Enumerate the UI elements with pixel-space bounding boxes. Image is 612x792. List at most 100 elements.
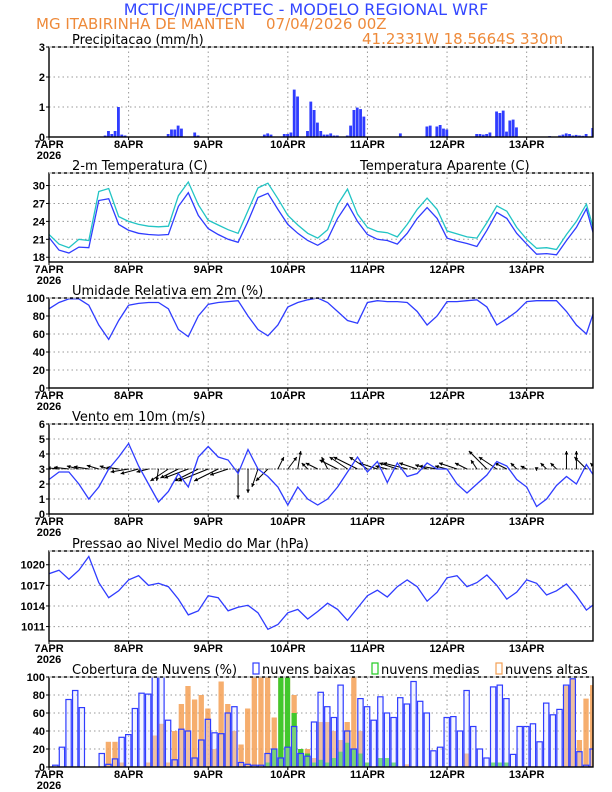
precip-bar — [425, 126, 429, 137]
precip-bar — [282, 134, 286, 137]
high-cloud-bar — [112, 741, 118, 767]
wind-vector-head — [110, 469, 115, 474]
y-tick-label: 100 — [27, 672, 45, 684]
precip-bar — [296, 96, 299, 137]
x-tick-label: 9APR — [194, 390, 223, 402]
x-tick-label: 13APR — [509, 643, 545, 655]
wind-vector-head — [136, 469, 141, 474]
x-year-label: 2026 — [37, 275, 61, 287]
precip-bar — [359, 109, 362, 137]
precip-bar — [488, 132, 492, 137]
y-tick-label: 1017 — [21, 580, 45, 592]
precip-bar — [571, 135, 575, 137]
wind-vector-head — [349, 457, 354, 461]
high-cloud-bar — [258, 677, 264, 767]
wind-vector-head — [164, 474, 169, 479]
x-tick-label: 7APR — [34, 264, 63, 276]
precip-bar — [312, 110, 316, 137]
low-cloud-bar — [52, 764, 59, 767]
wind-vector — [333, 456, 358, 470]
wind-vector-head — [574, 457, 579, 461]
precip-bar — [478, 134, 482, 137]
low-cloud-bar — [211, 732, 218, 767]
low-cloud-bar — [118, 736, 125, 767]
rh-panel: 0 20 40 60 80 100 7APR 8APR 9APR 10APR 11APR 12APR 1… — [27, 284, 594, 413]
precip-bar — [511, 119, 515, 137]
y-tick-label: 100 — [27, 293, 45, 305]
precip-bar — [196, 135, 200, 137]
high-cloud-bar — [105, 741, 112, 767]
x-tick-label: 8APR — [114, 139, 143, 151]
low-cloud-bar — [204, 718, 212, 767]
x-tick-label: 11APR — [350, 516, 385, 528]
x-tick-label: 8APR — [114, 390, 143, 402]
x-tick-label: 8APR — [114, 769, 143, 781]
wind-vector-head — [53, 465, 58, 470]
precip-bar — [306, 131, 309, 137]
precip-bar — [335, 135, 339, 137]
mid-cloud-bar — [390, 762, 397, 767]
x-tick-label: 12APR — [429, 643, 465, 655]
wind-vector-head — [454, 462, 459, 467]
low-cloud-bar — [138, 692, 145, 767]
rh-series-line — [49, 298, 593, 341]
wind-vector-head — [468, 451, 473, 455]
low-cloud-bar — [277, 757, 285, 767]
precip-bar — [103, 135, 107, 137]
y-tick-label: 80 — [33, 311, 45, 323]
mid-cloud-bar — [337, 751, 344, 767]
precip-bar — [266, 133, 270, 137]
low-cloud-bar — [264, 752, 271, 767]
legend-label-apparent-temp: Temperatura Aparente (C) — [359, 159, 530, 174]
low-cloud-bar — [350, 748, 358, 767]
low-cloud-bar — [357, 697, 364, 767]
low-cloud-bar — [489, 686, 497, 767]
precip-bar — [166, 134, 170, 137]
mid-cloud-bar — [344, 742, 350, 767]
y-tick-label: 0 — [39, 509, 45, 521]
wind-vector — [478, 456, 498, 470]
wind-vector-head — [155, 477, 160, 481]
wind-vector — [329, 456, 348, 470]
high-cloud-bar — [198, 695, 204, 767]
x-tick-label: 7APR — [34, 643, 63, 655]
low-cloud-bar — [549, 714, 557, 767]
precip-bar — [445, 129, 449, 137]
low-cloud-bar — [430, 750, 437, 767]
mid-cloud-bar — [298, 749, 304, 767]
precip-bar — [568, 134, 571, 137]
x-tick-label: 8APR — [114, 643, 143, 655]
precip-bar — [107, 131, 110, 137]
precip-bar — [574, 134, 578, 137]
y-tick-label: 1011 — [21, 622, 45, 634]
high-cloud-bar — [251, 677, 257, 767]
precip-bar — [319, 131, 323, 137]
high-cloud-bar — [152, 735, 158, 767]
wind-vector — [164, 468, 189, 479]
high-cloud-bar — [331, 731, 337, 767]
mid-cloud-bar — [503, 762, 510, 767]
wind-vector-head — [280, 457, 285, 461]
wind-vector — [468, 450, 488, 470]
mid-cloud-bar — [284, 677, 291, 767]
low-cloud-bar — [237, 761, 245, 767]
y-tick-label: 2 — [39, 72, 45, 84]
x-tick-label: 11APR — [350, 769, 385, 781]
low-cloud-bar — [98, 752, 105, 767]
mid-cloud-bar — [331, 758, 337, 767]
mid-cloud-bar — [490, 762, 496, 767]
panel-title: Vento em 10m (m/s) — [72, 410, 205, 425]
low-cloud-bar — [569, 678, 577, 767]
low-cloud-bar — [224, 712, 232, 767]
high-cloud-bar — [357, 731, 364, 767]
panel-title: Precipitacao (mm/h) — [72, 33, 204, 48]
legend-label-nuvens-baixas: nuvens baixas — [262, 663, 356, 678]
high-cloud-bar — [178, 704, 185, 767]
precip-bar — [495, 111, 498, 137]
wind-vector-head — [564, 451, 569, 455]
precip-bar — [438, 125, 442, 137]
low-cloud-bar — [536, 741, 543, 767]
low-cloud-bar — [144, 693, 152, 767]
legend-label-nuvens-medias: nuvens medias — [381, 663, 480, 678]
mid-cloud-bar — [278, 677, 284, 767]
